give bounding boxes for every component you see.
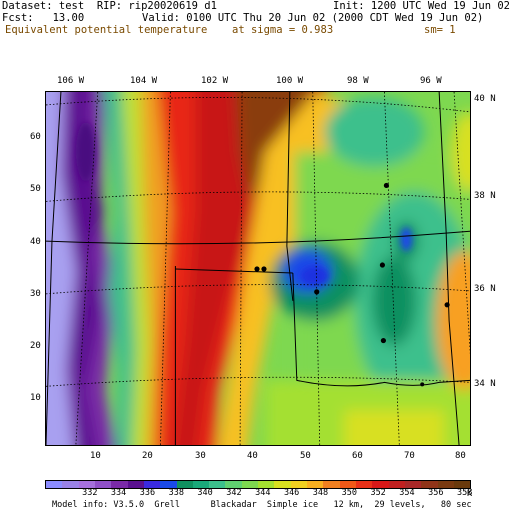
colorbar-swatch (388, 481, 405, 488)
x-grid-label: 80 (455, 451, 466, 461)
colorbar-swatch (111, 481, 128, 488)
x-grid-label: 70 (404, 451, 415, 461)
city-markers (254, 182, 450, 387)
colorbar-swatch (274, 481, 291, 488)
colorbar-label: 340 (197, 488, 213, 498)
map-panel (45, 91, 471, 446)
dataset-label: Dataset: test RIP: rip20020619 d1 (2, 0, 217, 12)
lat-label: 38 N (474, 191, 496, 201)
valid-time: Valid: 0100 UTC Thu 20 Jun 02 (2000 CDT … (142, 12, 484, 24)
colorbar-label: 334 (110, 488, 127, 498)
colorbar-label: 346 (283, 488, 300, 498)
colorbar-swatch (339, 481, 356, 488)
y-grid-label: 10 (30, 393, 41, 403)
y-grid-label: 20 (30, 341, 41, 351)
colorbar-unit: K (467, 489, 473, 499)
colorbar-label: 352 (370, 488, 386, 498)
colorbar-label: 342 (226, 488, 242, 498)
x-grid-label: 60 (352, 451, 363, 461)
x-grid-label: 20 (142, 451, 153, 461)
lon-label: 102 W (201, 76, 229, 86)
lon-label: 96 W (420, 76, 442, 86)
y-grid-label: 50 (30, 184, 41, 194)
theta-e-field (46, 92, 470, 445)
colorbar-swatch (241, 481, 259, 488)
lon-label: 106 W (57, 76, 85, 86)
colorbar-swatch (355, 481, 373, 488)
lon-label: 98 W (347, 76, 369, 86)
colorbar-label: 332 (82, 488, 98, 498)
y-grid-label: 60 (30, 132, 41, 142)
colorbar-swatch (225, 481, 242, 488)
colorbar-swatch (323, 481, 340, 488)
smoothing-label: sm= 1 (424, 24, 456, 36)
colorbar-swatch (46, 481, 63, 488)
lat-label: 36 N (474, 284, 496, 294)
colorbar-label: 336 (139, 488, 156, 498)
colorbar-swatch (404, 481, 422, 488)
colorbar-swatch (258, 481, 275, 488)
colorbar-swatch (94, 481, 112, 488)
colorbar-swatch (437, 481, 454, 488)
colorbar-swatch (176, 481, 193, 488)
lat-label: 34 N (474, 379, 496, 389)
sigma-level: at sigma = 0.983 (232, 24, 334, 36)
colorbar-swatch (209, 481, 226, 488)
colorbar-swatch (127, 481, 144, 488)
forecast-hour: Fcst: 13.00 (2, 12, 85, 24)
x-grid-label: 10 (90, 451, 101, 461)
colorbar-label: 348 (312, 488, 329, 498)
x-grid-label: 40 (247, 451, 258, 461)
colorbar-swatch (290, 481, 307, 488)
colorbar-swatch (421, 481, 438, 488)
colorbar-label: 358 (456, 488, 473, 498)
colorbar (45, 480, 471, 489)
y-grid-label: 30 (30, 289, 41, 299)
colorbar-swatch (192, 481, 210, 488)
model-info: Model info: V3.5.0 Grell Blackadar Simpl… (52, 500, 472, 510)
colorbar-label: 356 (428, 488, 444, 498)
lat-label: 40 N (474, 94, 496, 104)
colorbar-label: 350 (341, 488, 357, 498)
x-grid-label: 50 (300, 451, 311, 461)
colorbar-label: 354 (399, 488, 415, 498)
init-time: Init: 1200 UTC Wed 19 Jun 02 (333, 0, 511, 12)
colorbar-swatch (143, 481, 161, 488)
field-name: Equivalent potential temperature (5, 24, 208, 36)
colorbar-swatch (453, 481, 471, 488)
x-grid-label: 30 (195, 451, 206, 461)
colorbar-swatch (62, 481, 79, 488)
colorbar-label: 338 (168, 488, 184, 498)
colorbar-swatch (160, 481, 177, 488)
y-grid-label: 40 (30, 237, 41, 247)
colorbar-swatch (307, 481, 324, 488)
colorbar-swatch (78, 481, 95, 488)
lon-label: 104 W (130, 76, 158, 86)
lon-label: 100 W (276, 76, 304, 86)
colorbar-label: 344 (255, 488, 271, 498)
colorbar-swatch (372, 481, 389, 488)
